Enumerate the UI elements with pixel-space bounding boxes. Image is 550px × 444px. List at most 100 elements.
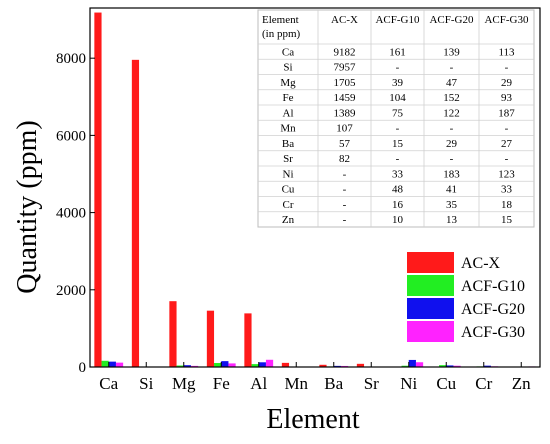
table-header-cell: ACF-G30 [484, 14, 529, 26]
data-table: Element (in ppm) AC-X ACF-G10 ACF-G20 ACF-G30… [258, 10, 534, 227]
table-cell: 187 [498, 107, 515, 119]
legend-label: ACF-G10 [461, 278, 525, 295]
bar [214, 363, 221, 367]
table-cell: Sr [283, 153, 293, 165]
table-cell: Ba [282, 138, 294, 150]
table-cell: - [343, 214, 347, 226]
table-cell: 1459 [334, 92, 357, 104]
table-cell: - [505, 123, 509, 135]
table-cell: 183 [443, 168, 460, 180]
table-cell: 29 [446, 138, 458, 150]
table-cell: 57 [339, 138, 351, 150]
bar [207, 311, 214, 367]
x-tick-label: Sr [364, 374, 379, 393]
table-cell: - [396, 153, 400, 165]
table-header-cell: AC-X [331, 14, 358, 26]
table-cell: 104 [389, 92, 406, 104]
table-cell: Fe [283, 92, 294, 104]
table-cell: - [343, 199, 347, 211]
x-tick-label: Mg [172, 374, 196, 393]
legend-swatch [407, 275, 454, 296]
table-cell: - [396, 62, 400, 74]
table-cell: - [505, 62, 509, 74]
table-cell: 39 [392, 77, 404, 89]
table-cell: 123 [498, 168, 515, 180]
table-cell: Mg [280, 77, 296, 89]
x-tick-label: Si [139, 374, 153, 393]
table-cell: 1705 [334, 77, 357, 89]
table-cell: 161 [389, 46, 406, 58]
table-cell: 29 [501, 77, 513, 89]
table-cell: 13 [446, 214, 458, 226]
bar [416, 362, 423, 367]
legend-label: ACF-G30 [461, 324, 525, 341]
table-cell: 113 [498, 46, 515, 58]
table-cell: Cu [282, 184, 295, 196]
table-cell: 75 [392, 107, 404, 119]
y-axis-title: Quantity (ppm) [12, 120, 43, 293]
table-cell: - [396, 123, 400, 135]
bar [116, 363, 123, 367]
table-cell: - [450, 123, 454, 135]
bar [266, 360, 273, 367]
x-tick-label: Ni [400, 374, 417, 393]
table-cell: 33 [392, 168, 404, 180]
legend-label: ACF-G20 [461, 301, 525, 318]
table-cell: - [343, 168, 347, 180]
table-cell: - [450, 62, 454, 74]
y-tick-label: 4000 [56, 206, 86, 222]
legend-swatch [407, 252, 454, 273]
bar [132, 60, 139, 367]
legend-label: AC-X [461, 255, 501, 272]
table-cell: 7957 [334, 62, 357, 74]
x-tick-label: Mn [284, 374, 308, 393]
bar [259, 362, 266, 367]
table-cell: - [450, 153, 454, 165]
table-cell: 10 [392, 214, 404, 226]
legend-swatch [407, 321, 454, 342]
y-tick-label: 0 [79, 360, 87, 376]
bar [102, 361, 109, 367]
table-cell: Zn [282, 214, 295, 226]
table-cell: - [343, 184, 347, 196]
table-cell: 33 [501, 184, 513, 196]
y-tick-label: 2000 [56, 283, 86, 299]
table-cell: 93 [501, 92, 513, 104]
bar [244, 313, 251, 367]
table-cell: Mn [280, 123, 296, 135]
table-cell: 18 [501, 199, 513, 211]
table-header-cell: (in ppm) [262, 28, 301, 40]
y-tick-label: 8000 [56, 51, 86, 67]
table-cell: 139 [443, 46, 460, 58]
table-cell: 122 [443, 107, 460, 119]
table-cell: Al [283, 107, 294, 119]
table-cell: 9182 [334, 46, 356, 58]
table-header-cell: ACF-G10 [375, 14, 420, 26]
x-tick-label: Al [250, 374, 267, 393]
x-axis-title: Element [266, 404, 360, 435]
bar [282, 363, 289, 367]
table-cell: Ca [282, 46, 294, 58]
x-tick-label: Cr [475, 374, 492, 393]
table-cell: Ni [283, 168, 294, 180]
table-header-cell: Element [262, 14, 299, 26]
table-cell: 15 [392, 138, 404, 150]
x-tick-label: Cu [436, 374, 456, 393]
table-cell: 41 [446, 184, 457, 196]
table-header-cell: ACF-G20 [429, 14, 474, 26]
bar [409, 360, 416, 367]
bar [169, 301, 176, 367]
table-cell: 35 [446, 199, 458, 211]
x-tick-label: Ba [324, 374, 343, 393]
table-cell: Cr [283, 199, 294, 211]
table-cell: 107 [336, 123, 353, 135]
x-tick-label: Ca [99, 374, 118, 393]
bar [221, 361, 228, 367]
table-cell: 27 [501, 138, 513, 150]
y-tick-label: 6000 [56, 128, 86, 144]
table-cell: 48 [392, 184, 404, 196]
table-cell: 16 [392, 199, 404, 211]
table-cell: 1389 [334, 107, 357, 119]
